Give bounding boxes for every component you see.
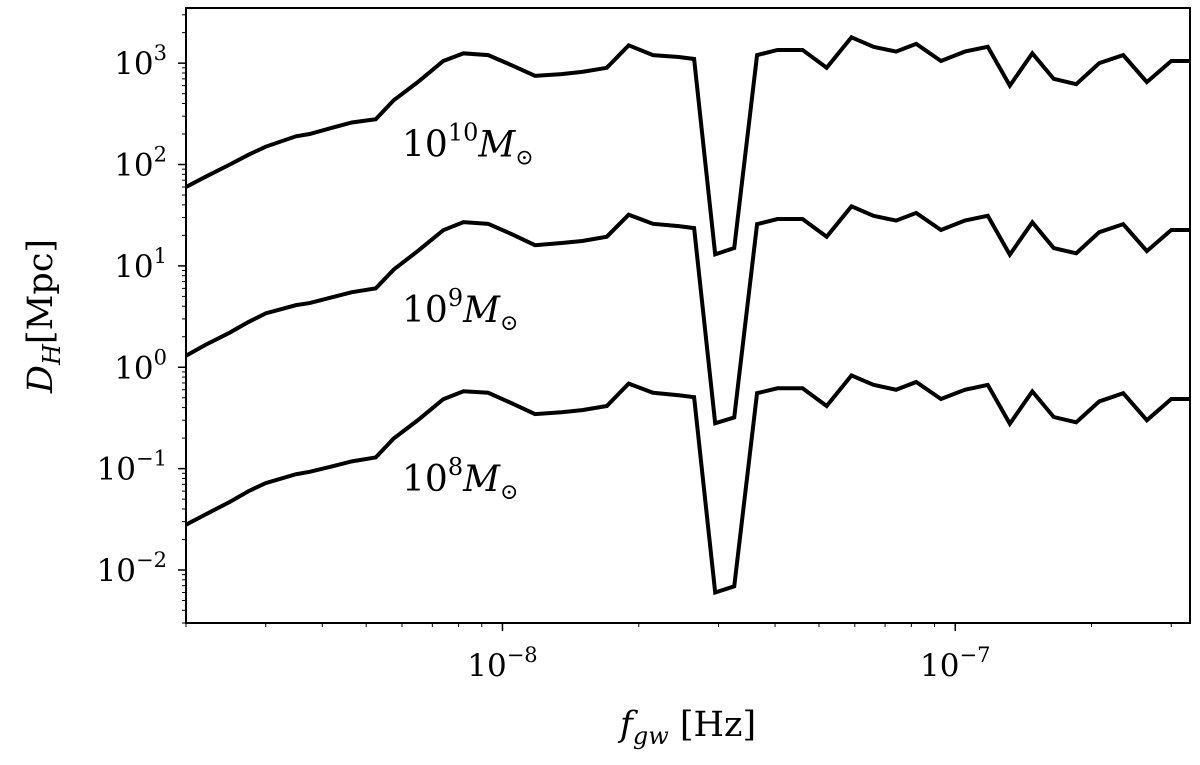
- series-label-0: 1010M⊙: [402, 118, 534, 170]
- tick-base: 10: [114, 350, 153, 386]
- tick-exponent: −8: [507, 643, 538, 667]
- y-axis-title: DH[Mpc]: [21, 239, 66, 394]
- series-label-sun-symbol: ⊙: [500, 480, 518, 505]
- series-label-exponent: 9: [448, 284, 463, 312]
- tick-exponent: −1: [136, 447, 167, 471]
- y-tick-label: 100: [114, 345, 167, 386]
- series-line-2: [185, 373, 1190, 596]
- y-tick-label: 10−2: [97, 548, 167, 589]
- series-label-mass-symbol: M: [462, 290, 501, 331]
- series-label-base: 10: [402, 124, 448, 165]
- y-tick-label: 102: [114, 143, 167, 184]
- plot-frame: [185, 7, 1191, 624]
- tick-base: 10: [467, 648, 506, 684]
- tick-base: 10: [114, 249, 153, 285]
- y-tick-label: 101: [114, 244, 167, 285]
- tick-exponent: 1: [154, 244, 167, 268]
- tick-base: 10: [97, 452, 136, 488]
- tick-base: 10: [920, 648, 959, 684]
- y-tick-label: 103: [114, 41, 167, 82]
- series-label-2: 108M⊙: [402, 453, 518, 505]
- y-axis-title-sub: H: [38, 343, 66, 366]
- x-axis-title-unit: [Hz]: [669, 705, 756, 745]
- series-label-exponent: 8: [448, 453, 463, 481]
- series-label-base: 10: [402, 290, 448, 331]
- series-label-sun-symbol: ⊙: [500, 311, 518, 336]
- y-tick-label: 10−1: [97, 447, 167, 488]
- series-group: [185, 34, 1190, 596]
- y-axis-title-unit: [Mpc]: [21, 239, 61, 344]
- series-label-group: 1010M⊙109M⊙108M⊙: [402, 118, 534, 505]
- tick-exponent: −2: [136, 548, 167, 572]
- tick-base: 10: [97, 553, 136, 589]
- y-axis-title-base: D: [21, 365, 61, 394]
- tick-exponent: 0: [154, 345, 167, 369]
- tick-base: 10: [114, 46, 153, 82]
- series-line-1: [185, 203, 1190, 426]
- series-line-0: [185, 34, 1190, 258]
- series-label-exponent: 10: [448, 118, 479, 146]
- series-label-mass-symbol: M: [462, 459, 501, 500]
- tick-exponent: −7: [959, 643, 990, 667]
- x-tick-label: 10−8: [467, 643, 537, 684]
- series-label-1: 109M⊙: [402, 284, 518, 336]
- series-label-mass-symbol: M: [477, 124, 516, 165]
- x-tick-label: 10−7: [920, 643, 990, 684]
- series-label-base: 10: [402, 459, 448, 500]
- tick-base: 10: [114, 148, 153, 184]
- tick-exponent: 3: [154, 41, 167, 65]
- x-axis-title: fgw [Hz]: [617, 705, 756, 750]
- tick-exponent: 2: [154, 143, 167, 167]
- x-axis-title-sub: gw: [633, 722, 669, 750]
- series-label-sun-symbol: ⊙: [515, 145, 533, 170]
